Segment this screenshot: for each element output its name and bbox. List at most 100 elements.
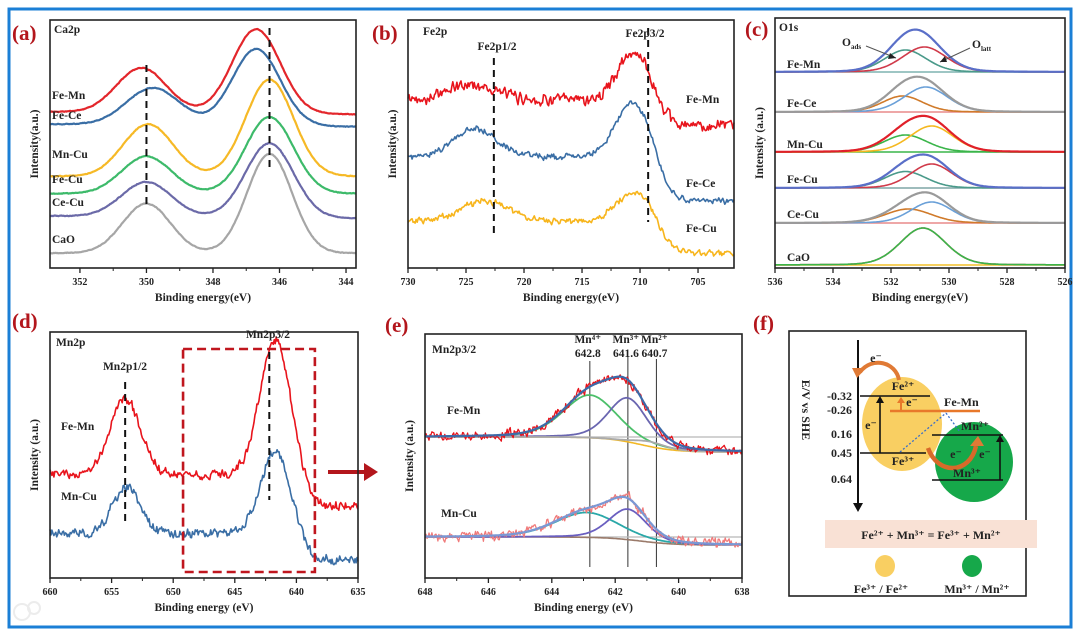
envelope-curve (424, 375, 743, 452)
row-label: Fe-Cu (787, 174, 818, 186)
x-tick-label: 526 (1058, 277, 1073, 288)
series-label: Fe-Cu (52, 174, 83, 186)
envelope-curve (774, 75, 1066, 113)
x-tick-label: 348 (205, 277, 220, 288)
series-line-fe-mn (407, 51, 735, 132)
level-label: -0.32 (827, 389, 852, 403)
series-label: Mn-Cu (61, 491, 97, 503)
x-axis-title: Binding energy (eV) (154, 602, 253, 614)
x-tick-label: 536 (768, 277, 783, 288)
x-tick-label: 660 (43, 587, 58, 598)
state-be-label: 642.8 (575, 348, 601, 360)
panel-label-c: (c) (745, 17, 768, 41)
x-tick-label: 710 (633, 277, 648, 288)
x-tick-label: 534 (826, 277, 841, 288)
panel-a: (a) Ca2p Fe-Mn Fe-Ce Mn-Cu Fe-Cu Ce-Cu CaO 352 35… (12, 19, 357, 304)
panel-label-a: (a) (12, 21, 37, 45)
x-tick-label: 705 (691, 277, 706, 288)
x-tick-label: 645 (227, 587, 242, 598)
x-tick-label: 638 (735, 587, 750, 598)
plot-frame (407, 19, 735, 269)
axis-arrow-head (853, 503, 863, 512)
plot-frame (49, 331, 359, 579)
envelope-curve (774, 153, 1066, 189)
x-tick-label: 648 (418, 587, 433, 598)
arrow-head (364, 463, 378, 481)
series-line-fe-ce (49, 47, 357, 128)
panel-label-f: (f) (753, 311, 774, 335)
plot-frame (49, 19, 357, 269)
plots: (a) Ca2p Fe-Mn Fe-Ce Mn-Cu Fe-Cu Ce-Cu CaO 352 35… (12, 17, 1073, 614)
panel-label-b: (b) (372, 21, 398, 45)
level-label: 0.64 (831, 472, 852, 486)
peak-guide-label: Fe2p1/2 (478, 41, 517, 53)
row-label: CaO (787, 252, 810, 264)
x-tick-label: 350 (139, 277, 154, 288)
fe2-label: Fe²⁺ (892, 379, 915, 393)
series-label: Ce-Cu (52, 197, 85, 209)
series-line-fe-mn (49, 27, 357, 116)
x-tick-label: 532 (884, 277, 899, 288)
series-line-fe-cu (49, 115, 357, 195)
x-tick-label: 730 (401, 277, 416, 288)
row-label: Fe-Mn (787, 59, 821, 71)
series-label: Mn-Cu (52, 149, 88, 161)
level-label: -0.26 (827, 403, 852, 417)
x-tick-label: 644 (544, 587, 559, 598)
x-tick-label: 642 (608, 587, 623, 598)
x-axis-title: Binding energy(eV) (155, 292, 251, 304)
series-line-ce-cu (49, 142, 357, 220)
panel-title: Mn2p (56, 337, 85, 349)
component-curve (775, 227, 1065, 266)
panel-title: Mn2p3/2 (432, 344, 476, 356)
series-label: Fe-Mn (447, 405, 481, 417)
state-ion-label: Mn²⁺ (641, 334, 668, 346)
electron-label: e⁻ (865, 418, 877, 432)
arrow-head (940, 56, 947, 62)
component-curve (425, 394, 742, 453)
series-label: Fe-Ce (686, 178, 715, 190)
envelope-curve (774, 114, 1066, 153)
series-line-mn-cu (49, 78, 357, 178)
arrow-head (970, 436, 984, 446)
o-latt-base: O (972, 39, 981, 51)
panel-title: Fe2p (423, 26, 447, 38)
component-curve (775, 227, 1065, 266)
x-tick-label: 646 (481, 587, 496, 598)
x-axis-title: Binding energy(eV) (523, 292, 619, 304)
state-ion-label: Mn³⁺ (612, 334, 639, 346)
series-label: Fe-Mn (61, 421, 95, 433)
o-latt-annotation: Olatt (972, 39, 992, 53)
electron-label: e⁻ (979, 447, 991, 461)
component-curve (775, 86, 1065, 113)
panel-title: Ca2p (54, 24, 80, 36)
panel-b: (b) Fe2p Fe-Mn Fe-Ce Fe-Cu Fe2p1/2 Fe2p3/2 730 7… (372, 19, 735, 304)
envelope-curve (424, 495, 743, 546)
y-axis-title: Intensity(a.u.) (29, 109, 41, 178)
x-tick-label: 655 (104, 587, 119, 598)
y-axis-title: Intensity (a.u.) (29, 419, 41, 491)
figure-frame (7, 7, 1073, 629)
electron-transfer-arc-bottom (925, 445, 979, 471)
o-ads-base: O (842, 37, 851, 49)
o-ads-annotation: Oads (842, 37, 861, 51)
x-tick-label: 650 (166, 587, 181, 598)
x-tick-label: 346 (272, 277, 287, 288)
x-tick-label: 715 (575, 277, 590, 288)
x-tick-label: 344 (339, 277, 354, 288)
panel-title: O1s (779, 22, 799, 34)
fe3-label: Fe³⁺ (892, 454, 915, 468)
redox-equation: Fe²⁺ + Mn³⁺ = Fe³⁺ + Mn²⁺ (861, 528, 1001, 542)
state-be-label: 641.6 (613, 348, 639, 360)
y-axis-title: Intensity (a.u.) (404, 420, 416, 492)
x-tick-label: 352 (72, 277, 87, 288)
x-axis-title: Binding energy (eV) (534, 602, 633, 614)
x-tick-label: 635 (351, 587, 366, 598)
y-axis-title: Intensity (a.u.) (754, 107, 766, 179)
level-label: 0.45 (831, 446, 852, 460)
legend-fe-label: Fe³⁺ / Fe²⁺ (854, 582, 909, 596)
x-tick-label: 640 (289, 587, 304, 598)
component-curve (425, 436, 742, 453)
